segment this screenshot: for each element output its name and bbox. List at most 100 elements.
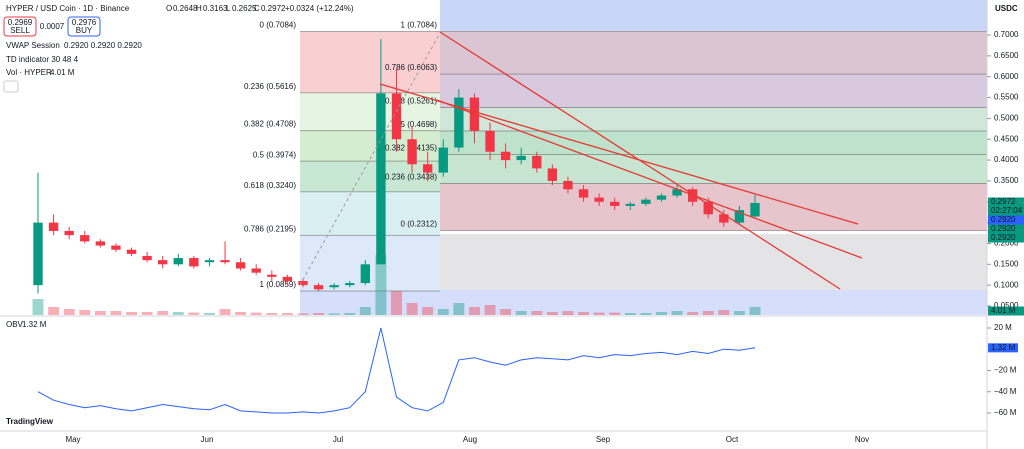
volume-bar <box>172 312 184 315</box>
y-tick-label: 0.2000 <box>994 239 1019 248</box>
fib-label: 1 (0.7084) <box>401 21 438 30</box>
y-tick-label: 0.4000 <box>994 155 1019 164</box>
volume-bar <box>422 307 434 315</box>
fib-band <box>300 161 440 192</box>
buy-price: 0.2976 <box>72 18 97 27</box>
spread: 0.0007 <box>40 22 65 31</box>
volume-bar <box>94 311 106 315</box>
fib-band <box>440 154 987 184</box>
volume-bar <box>671 311 683 315</box>
candle-body <box>656 195 667 200</box>
volume-bar <box>624 313 636 315</box>
obv-tick-label: −40 M <box>994 387 1017 396</box>
candle-body <box>204 260 215 263</box>
obv-label: OBV <box>6 320 24 329</box>
candle-body <box>282 276 293 281</box>
volume-bar <box>406 303 418 315</box>
fib-label: 0 (0.2312) <box>401 220 438 229</box>
sell-button[interactable] <box>3 16 37 37</box>
volume-bar <box>250 312 262 315</box>
volume-bar <box>328 313 340 315</box>
fib-band <box>440 74 987 108</box>
candle-body <box>95 241 106 246</box>
volume-bar <box>733 311 745 315</box>
volume-bar <box>235 312 247 315</box>
fib-band-top <box>440 0 987 31</box>
fib-label: 0.786 (0.2195) <box>244 224 296 233</box>
candle-body <box>750 202 760 217</box>
candle-body <box>111 245 121 250</box>
price-badge-label: 0.2920 <box>991 215 1016 224</box>
volume-bar <box>484 305 496 315</box>
fib-label: 0.5 (0.4698) <box>394 120 437 129</box>
candle-body <box>360 264 371 284</box>
volume-bar <box>562 311 574 315</box>
obv-tick-label: −20 M <box>994 366 1017 375</box>
volume-bar <box>313 313 325 315</box>
price-badge <box>988 215 1024 225</box>
candle-body <box>48 222 59 231</box>
month-label: Sep <box>596 435 611 444</box>
month-label: Nov <box>855 435 869 444</box>
volume-bar <box>437 309 449 315</box>
volume-bar <box>344 313 356 315</box>
price-badge-label: 0.2920 <box>991 224 1016 233</box>
y-tick-label: 0.1500 <box>994 259 1019 268</box>
y-tick-label: 0.1000 <box>994 280 1019 289</box>
fib-band <box>440 130 987 155</box>
candle-body <box>64 230 74 236</box>
fib-label: 0.236 (0.5616) <box>244 82 296 91</box>
volume-bar <box>640 313 652 315</box>
fib-band <box>300 31 440 93</box>
fib-label: 0.618 (0.3240) <box>244 181 296 190</box>
candle-body <box>407 139 417 165</box>
fib-band-gray <box>440 234 987 290</box>
y-tick-label: 0.5500 <box>994 93 1019 102</box>
volume-bar <box>188 312 200 315</box>
trendline <box>379 83 859 225</box>
candle-body <box>703 201 713 215</box>
candle-body <box>641 199 651 204</box>
candle-body <box>220 260 230 263</box>
month-label: Jul <box>333 435 343 444</box>
y-tick-label: 0.7000 <box>994 30 1019 39</box>
candle-body <box>189 258 199 267</box>
volume-bar <box>157 311 169 315</box>
c-label: C <box>254 4 260 13</box>
candle-body <box>516 155 526 161</box>
buy-button[interactable] <box>67 16 101 37</box>
candle-body <box>126 249 137 254</box>
candle-body <box>610 201 620 206</box>
fib-label: 0 (0.7084) <box>260 21 297 30</box>
candle-body <box>235 262 246 269</box>
collapse-button[interactable] <box>3 80 19 93</box>
price-badge <box>988 206 1024 216</box>
o-label: O <box>166 4 172 13</box>
buy-label: BUY <box>76 26 93 35</box>
candle-body <box>719 214 729 223</box>
currency[interactable]: USDC <box>995 4 1018 13</box>
volume-bar <box>141 312 153 315</box>
volume-bar <box>468 307 480 315</box>
volume-bar <box>718 310 730 315</box>
volume-bar <box>32 299 44 315</box>
volume-bar <box>63 309 75 315</box>
volume-bar <box>687 312 699 315</box>
fib-band <box>440 31 987 75</box>
td-label: TD indicator 30 48 4 <box>6 55 79 64</box>
vwap-values: 0.2920 0.2920 0.2920 <box>64 41 142 50</box>
candle-body <box>313 285 324 290</box>
candle-body <box>734 210 745 223</box>
candle-body <box>391 93 402 140</box>
fib-label: 1 (0.0859) <box>260 280 297 289</box>
candle-body <box>329 285 339 288</box>
candle-body <box>173 258 183 265</box>
change: +0.0324 (+12.24%) <box>285 4 354 13</box>
month-label: Aug <box>463 435 477 444</box>
y-tick-label: 0.3500 <box>994 176 1019 185</box>
month-label: Jun <box>201 435 214 444</box>
price-badge <box>988 306 1024 316</box>
vwap-label: VWAP Session <box>6 41 60 50</box>
symbol[interactable]: HYPER / USD Coin · 1D · Binance <box>6 4 130 13</box>
